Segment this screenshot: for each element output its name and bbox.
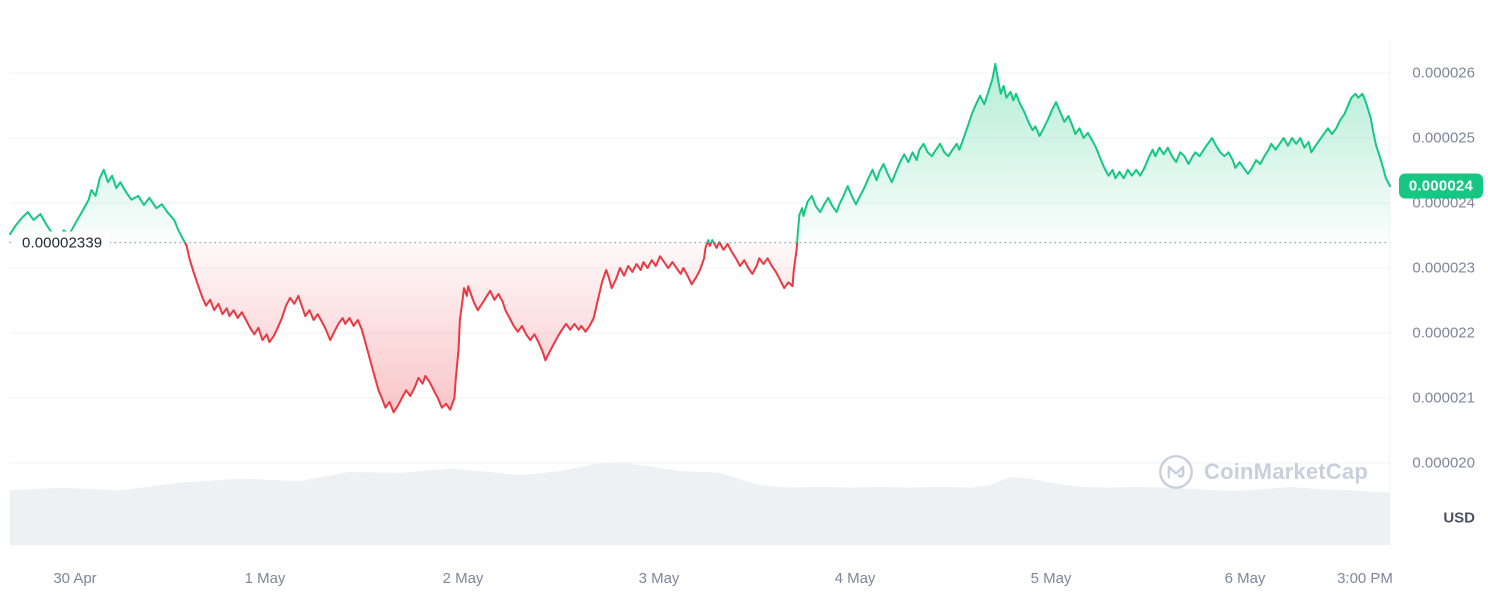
- x-axis-tick-label: 3:00 PM: [1337, 570, 1393, 587]
- y-axis-tick-label: 0.000025: [1412, 129, 1475, 147]
- watermark-text: CoinMarketCap: [1204, 459, 1368, 484]
- baseline-price-label: 0.00002339: [14, 231, 111, 255]
- x-axis-tick-label: 2 May: [442, 570, 484, 587]
- y-axis-tick-label: 0.000026: [1412, 64, 1475, 82]
- x-axis-tick-label: 3 May: [638, 570, 680, 587]
- y-axis-tick-label: 0.000023: [1412, 259, 1475, 277]
- y-axis-tick-label: 0.000024: [1412, 194, 1475, 212]
- y-axis-tick-label: 0.000022: [1412, 324, 1475, 342]
- x-axis-tick-label: 30 Apr: [53, 570, 97, 587]
- currency-unit-label: USD: [1443, 509, 1475, 527]
- y-axis-tick-label: 0.000020: [1412, 454, 1475, 472]
- coinmarketcap-logo-icon: [1159, 455, 1193, 489]
- x-axis-tick-label: 4 May: [834, 570, 876, 587]
- x-axis-tick-label: 5 May: [1030, 570, 1072, 587]
- x-axis-tick-label: 6 May: [1224, 570, 1266, 587]
- coinmarketcap-watermark: CoinMarketCap: [1157, 452, 1368, 492]
- x-axis-tick-label: 1 May: [244, 570, 286, 587]
- y-axis-tick-label: 0.000021: [1412, 389, 1475, 407]
- current-price-badge: 0.000024: [1398, 173, 1483, 199]
